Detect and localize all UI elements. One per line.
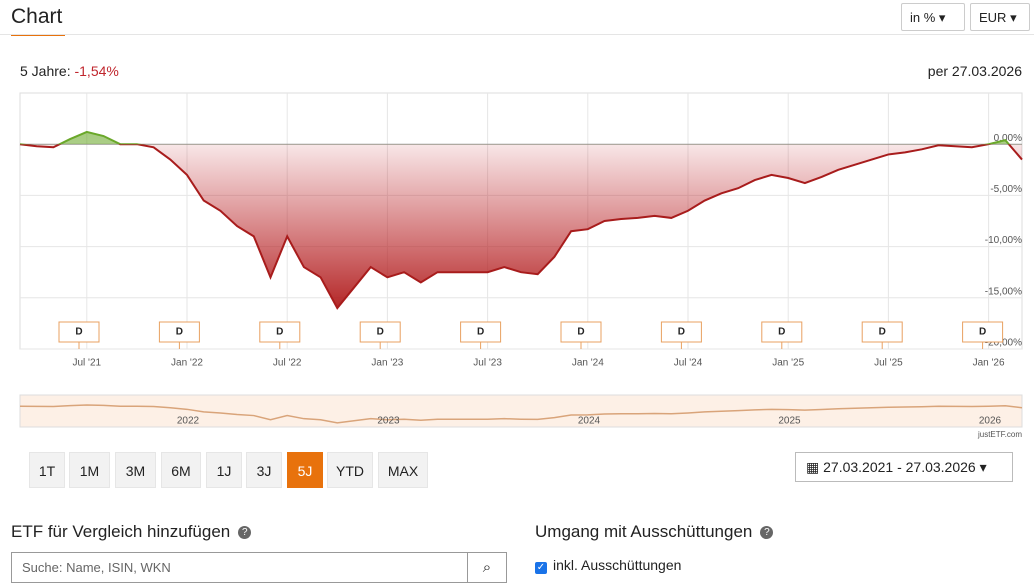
period-button[interactable]: 1J (206, 452, 242, 488)
y-tick-label: -5,00% (990, 184, 1022, 195)
navigator-label: 2022 (177, 416, 200, 427)
line-negative (19, 144, 1023, 310)
dividend-label: D (879, 327, 886, 338)
period-button[interactable]: 1T (29, 452, 65, 488)
x-tick-label: Jan '24 (572, 358, 604, 369)
search-box[interactable]: Suche: Name, ISIN, WKN ⌕ (11, 552, 507, 583)
option-label: inkl. Ausschüttungen (553, 557, 682, 573)
navigator (19, 394, 1023, 428)
period-button[interactable]: MAX (378, 452, 428, 488)
period-label: 5 Jahre: (20, 63, 71, 79)
dividend-label: D (377, 327, 384, 338)
performance: -1,54% (74, 63, 119, 79)
period-button[interactable]: 3M (115, 452, 156, 488)
compare-title: ETF für Vergleich hinzufügen? (11, 522, 252, 542)
x-tick-label: Jan '22 (171, 358, 203, 369)
dividend-label: D (176, 327, 183, 338)
divider (0, 34, 1034, 35)
x-tick-label: Jan '25 (772, 358, 804, 369)
area-negative (20, 144, 1022, 309)
unit-select-text: in % (910, 10, 936, 25)
dividend-label: D (678, 327, 685, 338)
dividend-label: D (778, 327, 785, 338)
navigator-line (19, 404, 1023, 424)
dividend-label: D (276, 327, 283, 338)
compare-title-text: ETF für Vergleich hinzufügen (11, 522, 231, 541)
navigator-label: 2025 (778, 416, 801, 427)
period-button[interactable]: 3J (246, 452, 282, 488)
period-button[interactable]: 1M (69, 452, 110, 488)
credit: justETF.com (977, 430, 1022, 439)
y-tick-label: -15,00% (985, 286, 1022, 297)
currency-select[interactable]: EUR ▾ (970, 3, 1030, 31)
unit-select[interactable]: in % ▾ (901, 3, 965, 31)
dividend-label: D (979, 327, 986, 338)
checkbox[interactable]: ✓ (535, 562, 547, 574)
chart: Jul '21 Jan '22 Jul '22 Jan '23 Jul '23 Jan '… (19, 92, 1023, 439)
search-button[interactable]: ⌕ (467, 553, 506, 582)
x-tick-label: Jan '26 (973, 358, 1005, 369)
dividend-label: D (477, 327, 484, 338)
x-tick-label: Jul '22 (273, 358, 302, 369)
x-tick-label: Jul '23 (473, 358, 502, 369)
search-placeholder: Suche: Name, ISIN, WKN (22, 560, 171, 575)
distributions-title: Umgang mit Ausschüttungen? (535, 522, 774, 542)
period-button[interactable]: 5J (287, 452, 323, 488)
x-tick-label: Jul '25 (874, 358, 903, 369)
navigator-label: 2026 (979, 416, 1002, 427)
help-icon[interactable]: ? (238, 526, 252, 540)
page-title: Chart (11, 5, 63, 28)
x-tick-label: Jan '23 (371, 358, 403, 369)
period-button[interactable]: YTD (327, 452, 373, 488)
navigator-label: 2023 (377, 416, 400, 427)
date-range-picker[interactable]: ▦ 27.03.2021 - 27.03.2026 ▾ (795, 452, 1013, 482)
dividend-label: D (75, 327, 82, 338)
currency-select-text: EUR (979, 10, 1007, 25)
dividend-label: D (577, 327, 584, 338)
title-underline (11, 34, 65, 36)
as-of-date: per 27.03.2026 (927, 63, 1022, 79)
date-range: 27.03.2021 - 27.03.2026 (823, 459, 976, 475)
y-tick-label: 0,00% (994, 133, 1022, 144)
distributions-option[interactable]: ✓ inkl. Ausschüttungen (535, 557, 681, 574)
x-tick-label: Jul '24 (674, 358, 703, 369)
help-icon[interactable]: ? (760, 526, 774, 540)
navigator-label: 2024 (578, 416, 601, 427)
y-tick-label: -20,00% (985, 338, 1022, 349)
x-tick-label: Jul '21 (73, 358, 102, 369)
y-tick-label: -10,00% (985, 235, 1022, 246)
period-button[interactable]: 6M (161, 452, 201, 488)
distributions-title-text: Umgang mit Ausschüttungen (535, 522, 753, 541)
summary: 5 Jahre: -1,54% (20, 63, 119, 79)
